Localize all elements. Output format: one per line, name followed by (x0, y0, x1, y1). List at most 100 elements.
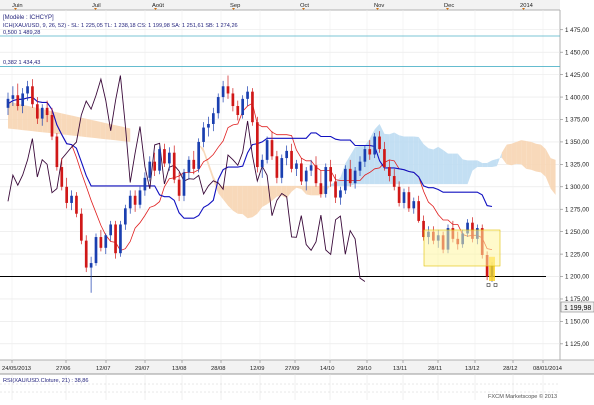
candle-body[interactable] (202, 127, 205, 142)
candle-body[interactable] (16, 95, 20, 107)
candle-body[interactable] (407, 192, 411, 209)
candle-body[interactable] (70, 195, 73, 203)
candle-body[interactable] (363, 149, 367, 162)
candle-body[interactable] (221, 86, 225, 98)
ichimoku-cloud-segment (550, 158, 556, 195)
candle-body[interactable] (309, 165, 313, 171)
candle-body[interactable] (260, 159, 264, 168)
candle-body[interactable] (167, 152, 171, 164)
candle-body[interactable] (133, 195, 137, 205)
candle-body[interactable] (65, 186, 69, 203)
candle-body[interactable] (163, 149, 166, 164)
candle-body[interactable] (11, 95, 15, 99)
candle-body[interactable] (368, 149, 372, 155)
candle-body[interactable] (412, 201, 416, 209)
candle-body[interactable] (55, 136, 59, 168)
ichimoku-cloud-segment (242, 185, 248, 219)
ichimoku-cloud-segment (506, 143, 512, 166)
candle-body[interactable] (324, 167, 328, 194)
candle-body[interactable] (148, 161, 152, 178)
candle-body[interactable] (172, 152, 176, 180)
candle-body[interactable] (422, 220, 425, 238)
candle-body[interactable] (280, 158, 284, 178)
candle-body[interactable] (187, 159, 191, 173)
candle-body[interactable] (197, 141, 201, 169)
candle-body[interactable] (348, 168, 352, 184)
candle-body[interactable] (99, 237, 103, 248)
candle-body[interactable] (89, 263, 93, 268)
candle-body[interactable] (417, 201, 421, 221)
candle-body[interactable] (84, 240, 88, 268)
candle-body[interactable] (304, 170, 308, 182)
candle-body[interactable] (251, 91, 254, 123)
candle-body[interactable] (265, 140, 269, 160)
candle-body[interactable] (299, 163, 303, 182)
candle-body[interactable] (314, 165, 318, 184)
candle-body[interactable] (211, 113, 215, 124)
candle-body[interactable] (60, 167, 64, 187)
last-candle-highlight (489, 256, 495, 282)
candle-body[interactable] (270, 140, 274, 157)
candle-body[interactable] (114, 224, 117, 254)
candle-body[interactable] (40, 107, 44, 119)
candle-body[interactable] (353, 170, 357, 184)
candle-body[interactable] (123, 208, 127, 225)
candle-body[interactable] (275, 156, 279, 178)
candle-body[interactable] (339, 190, 342, 198)
candle-body[interactable] (21, 93, 25, 107)
candle-body[interactable] (383, 149, 386, 168)
candle-body[interactable] (392, 176, 396, 187)
ichimoku-cloud-segment (105, 123, 111, 140)
ichimoku-cloud-segment (276, 185, 282, 197)
ichimoku-cloud-segment (306, 185, 312, 196)
candle-body[interactable] (216, 97, 220, 114)
candle-body[interactable] (138, 190, 142, 205)
candle-body[interactable] (109, 224, 113, 236)
candle-body[interactable] (128, 195, 132, 209)
candle-body[interactable] (246, 91, 249, 99)
candle-body[interactable] (255, 122, 259, 168)
candle-body[interactable] (26, 86, 29, 94)
candle-body[interactable] (6, 98, 10, 108)
candle-body[interactable] (466, 222, 469, 234)
candle-body[interactable] (75, 195, 78, 214)
y-tick-label: 1 125,00 (565, 341, 590, 348)
candle-body[interactable] (295, 163, 298, 169)
candle-body[interactable] (50, 115, 54, 137)
candle-body[interactable] (373, 136, 377, 155)
candle-body[interactable] (158, 149, 161, 171)
candle-body[interactable] (231, 93, 235, 107)
ichimoku-cloud-segment (115, 125, 121, 141)
candle-body[interactable] (153, 161, 157, 171)
candle-body[interactable] (334, 181, 337, 198)
candle-body[interactable] (35, 104, 39, 119)
candle-body[interactable] (241, 98, 245, 115)
candle-body[interactable] (329, 167, 333, 182)
candle-body[interactable] (119, 224, 122, 254)
candle-body[interactable] (45, 107, 49, 115)
candle-body[interactable] (358, 161, 362, 171)
candle-body[interactable] (343, 168, 347, 191)
candle-body[interactable] (177, 179, 181, 196)
candle-body[interactable] (182, 172, 186, 196)
candle-body[interactable] (79, 213, 83, 241)
candle-body[interactable] (143, 177, 147, 191)
candle-body[interactable] (319, 183, 323, 194)
candle-body[interactable] (236, 106, 240, 115)
candle-body[interactable] (378, 136, 381, 150)
x-tick-label: 13/12 (465, 366, 480, 372)
candle-body[interactable] (207, 123, 210, 128)
candle-body[interactable] (402, 192, 406, 203)
month-label: Dec (444, 3, 454, 9)
candle-body[interactable] (290, 150, 293, 169)
candle-body[interactable] (285, 150, 289, 159)
candle-body[interactable] (387, 167, 391, 177)
candle-body[interactable] (192, 159, 196, 169)
candle-body[interactable] (104, 235, 108, 248)
candle-body[interactable] (31, 86, 34, 105)
candle-body[interactable] (226, 86, 230, 94)
y-tick-label: 1 275,00 (565, 206, 590, 213)
candle-body[interactable] (94, 237, 98, 264)
candle-body[interactable] (397, 186, 401, 203)
